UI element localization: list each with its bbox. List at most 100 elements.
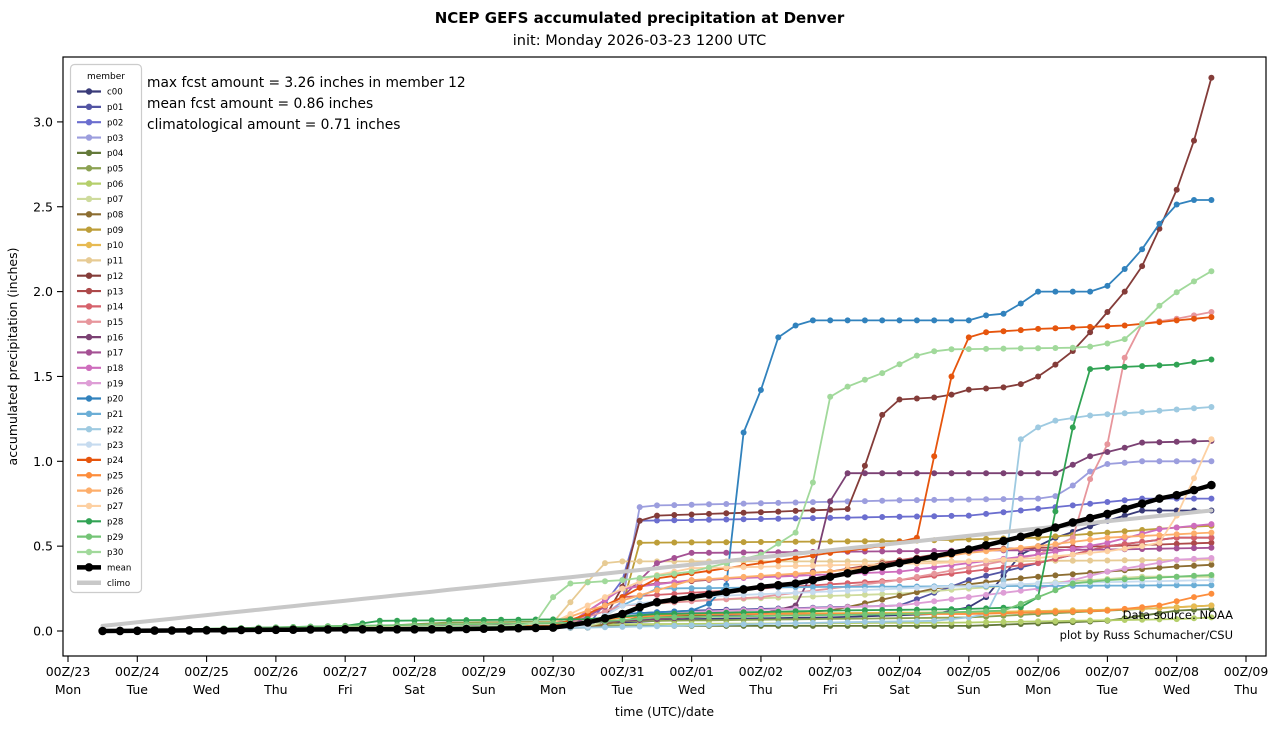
series-marker-p30 xyxy=(1017,345,1024,352)
legend-marker-sample-p21 xyxy=(85,410,93,418)
legend-item-p03[interactable]: p03 xyxy=(77,134,123,144)
legend-item-p10[interactable]: p10 xyxy=(77,241,123,251)
legend-item-p12[interactable]: p12 xyxy=(77,272,123,282)
series-marker-p26 xyxy=(584,607,591,614)
series-marker-mean xyxy=(600,614,610,623)
legend-item-p29[interactable]: p29 xyxy=(77,533,123,543)
x-tick-label-day: Tue xyxy=(126,682,149,697)
legend-item-p08[interactable]: p08 xyxy=(77,211,123,221)
legend-item-p28[interactable]: p28 xyxy=(77,518,123,528)
legend-item-p18[interactable]: p18 xyxy=(77,364,123,374)
series-marker-p17 xyxy=(1156,545,1163,552)
series-marker-p18 xyxy=(1156,526,1163,533)
series-marker-p20 xyxy=(1121,266,1128,272)
series-marker-p22 xyxy=(1104,411,1111,418)
series-marker-p14 xyxy=(1139,538,1146,545)
legend-item-p16[interactable]: p16 xyxy=(77,333,123,343)
legend-item-p13[interactable]: p13 xyxy=(77,287,123,297)
legend-item-p22[interactable]: p22 xyxy=(77,425,123,435)
series-marker-p21 xyxy=(1139,582,1146,589)
legend-item-p04[interactable]: p04 xyxy=(77,149,123,159)
series-marker-p03 xyxy=(671,502,678,509)
series-marker-p29 xyxy=(1191,572,1197,579)
series-marker-mean xyxy=(652,597,662,607)
series-marker-p26 xyxy=(706,576,712,582)
series-marker-p27 xyxy=(1121,545,1128,552)
series-marker-p14 xyxy=(1121,541,1128,547)
series-marker-p06 xyxy=(1052,618,1059,625)
x-tick-label-utc: 00Z/05 xyxy=(947,664,992,679)
series-marker-p20 xyxy=(879,317,886,324)
legend-item-p30[interactable]: p30 xyxy=(77,548,123,558)
legend-item-p24[interactable]: p24 xyxy=(77,456,123,466)
legend-item-p25[interactable]: p25 xyxy=(77,471,123,481)
x-tick-label-day: Mon xyxy=(55,682,81,697)
x-tick-label-utc: 00Z/06 xyxy=(1016,664,1061,679)
series-marker-p24 xyxy=(965,334,972,341)
series-marker-p28 xyxy=(1139,363,1146,370)
series-marker-p27 xyxy=(844,561,851,568)
series-marker-p27 xyxy=(584,602,591,609)
series-marker-p22 xyxy=(948,616,955,623)
series-marker-p29 xyxy=(723,613,730,620)
legend-marker-sample-p30 xyxy=(85,548,93,556)
legend-item-mean[interactable]: mean xyxy=(77,563,131,574)
series-marker-p27 xyxy=(1000,556,1007,563)
series-marker-p12 xyxy=(844,506,851,512)
chart-title: NCEP GEFS accumulated precipitation at D… xyxy=(434,9,845,27)
legend-item-p06[interactable]: p06 xyxy=(77,180,123,190)
series-marker-p20 xyxy=(775,334,782,341)
series-marker-p30 xyxy=(567,580,574,587)
legend-item-p01[interactable]: p01 xyxy=(77,103,123,113)
series-marker-p29 xyxy=(983,608,990,615)
series-marker-p30 xyxy=(636,575,643,581)
series-marker-p22 xyxy=(706,622,712,629)
series-marker-p03 xyxy=(1000,496,1007,503)
series-marker-p20 xyxy=(1017,300,1024,307)
legend-item-p20[interactable]: p20 xyxy=(77,395,123,405)
series-marker-p03 xyxy=(861,498,868,505)
series-marker-mean xyxy=(1155,494,1164,503)
series-marker-p12 xyxy=(1000,384,1007,391)
legend-item-climo[interactable]: climo xyxy=(77,579,130,589)
series-marker-p12 xyxy=(636,517,643,524)
series-marker-p29 xyxy=(879,611,886,618)
legend-item-c00[interactable]: c00 xyxy=(77,88,123,98)
series-marker-p30 xyxy=(671,570,678,577)
legend-item-p27[interactable]: p27 xyxy=(77,502,123,512)
y-tick-label: 1.5 xyxy=(33,369,53,384)
series-marker-p26 xyxy=(602,602,608,609)
legend-item-p23[interactable]: p23 xyxy=(77,441,123,451)
series-marker-p23 xyxy=(896,585,903,592)
legend-label-p18: p18 xyxy=(107,364,123,374)
x-tick-label-utc: 00Z/28 xyxy=(392,664,437,679)
series-marker-p20 xyxy=(792,322,799,329)
series-marker-p23 xyxy=(1191,577,1197,584)
legend-item-p09[interactable]: p09 xyxy=(77,226,123,236)
series-marker-p12 xyxy=(757,509,764,516)
legend-item-p11[interactable]: p11 xyxy=(77,257,123,267)
legend-item-p26[interactable]: p26 xyxy=(77,487,123,497)
series-marker-mean xyxy=(236,625,246,635)
series-marker-p20 xyxy=(809,317,816,324)
legend-item-p21[interactable]: p21 xyxy=(77,410,123,420)
legend-label-p06: p06 xyxy=(107,180,123,190)
legend-marker-sample-p18 xyxy=(85,364,93,371)
series-marker-p26 xyxy=(1000,546,1007,553)
series-marker-p26 xyxy=(1156,532,1163,539)
legend-item-p17[interactable]: p17 xyxy=(77,349,123,359)
series-marker-p18 xyxy=(879,569,886,576)
legend-item-p05[interactable]: p05 xyxy=(77,164,123,174)
series-marker-p17 xyxy=(688,549,695,556)
legend-item-p14[interactable]: p14 xyxy=(77,303,123,313)
legend-item-p02[interactable]: p02 xyxy=(77,118,123,128)
series-marker-mean xyxy=(583,618,592,627)
legend-item-p19[interactable]: p19 xyxy=(77,379,123,389)
legend-item-p15[interactable]: p15 xyxy=(77,318,123,328)
series-marker-p02 xyxy=(844,514,851,521)
series-marker-p21 xyxy=(827,583,834,590)
series-marker-p26 xyxy=(983,548,990,555)
legend-item-p07[interactable]: p07 xyxy=(77,195,123,205)
series-marker-mean xyxy=(1016,532,1026,542)
series-marker-p15 xyxy=(1208,309,1215,315)
